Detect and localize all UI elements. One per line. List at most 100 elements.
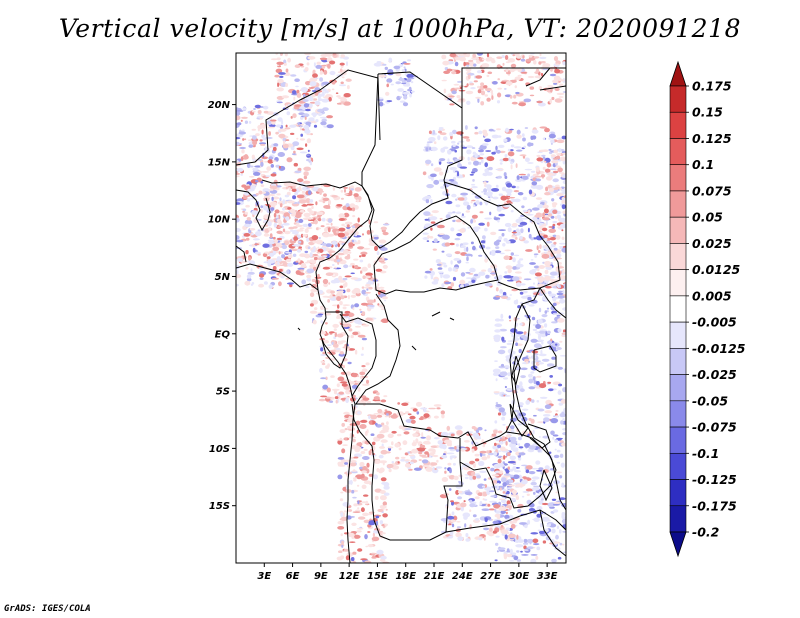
positive-velocity-patch xyxy=(491,59,496,64)
negative-velocity-patch xyxy=(547,340,552,345)
positive-velocity-patch xyxy=(486,97,491,102)
negative-velocity-patch xyxy=(298,218,304,223)
negative-velocity-patch xyxy=(528,304,535,307)
negative-velocity-patch xyxy=(559,542,563,546)
negative-velocity-patch xyxy=(545,536,551,541)
negative-velocity-patch xyxy=(440,147,446,153)
negative-velocity-patch xyxy=(548,293,557,297)
positive-velocity-patch xyxy=(328,282,331,285)
negative-velocity-patch xyxy=(478,161,482,165)
positive-velocity-patch xyxy=(382,461,385,466)
positive-velocity-patch xyxy=(325,376,328,381)
positive-velocity-patch xyxy=(289,208,296,214)
positive-velocity-patch xyxy=(477,157,484,160)
positive-velocity-patch xyxy=(325,272,334,277)
positive-velocity-patch xyxy=(549,237,556,241)
negative-velocity-patch xyxy=(537,318,543,324)
negative-velocity-patch xyxy=(282,207,286,211)
negative-velocity-patch xyxy=(443,264,448,268)
negative-velocity-patch xyxy=(405,82,411,87)
positive-velocity-patch xyxy=(456,131,464,135)
negative-velocity-patch xyxy=(488,166,493,171)
negative-velocity-patch xyxy=(303,90,307,93)
positive-velocity-patch xyxy=(544,265,553,268)
positive-velocity-patch xyxy=(314,307,318,311)
negative-velocity-patch xyxy=(537,448,541,453)
positive-velocity-patch xyxy=(549,98,552,104)
positive-velocity-patch xyxy=(340,533,343,537)
positive-velocity-patch xyxy=(477,85,480,89)
negative-velocity-patch xyxy=(559,355,566,357)
positive-velocity-patch xyxy=(347,294,350,300)
negative-velocity-patch xyxy=(260,161,264,167)
positive-velocity-patch xyxy=(441,79,447,82)
positive-velocity-patch xyxy=(285,68,289,73)
negative-velocity-patch xyxy=(315,64,323,69)
negative-velocity-patch xyxy=(481,143,489,146)
negative-velocity-patch xyxy=(373,62,382,67)
positive-velocity-patch xyxy=(274,209,280,214)
positive-velocity-patch xyxy=(487,71,493,75)
positive-velocity-patch xyxy=(501,79,510,82)
positive-velocity-patch xyxy=(353,478,357,482)
negative-velocity-patch xyxy=(550,418,559,424)
negative-velocity-patch xyxy=(490,467,495,472)
positive-velocity-patch xyxy=(477,492,484,497)
positive-velocity-patch xyxy=(322,197,330,202)
negative-velocity-patch xyxy=(395,81,402,85)
negative-velocity-patch xyxy=(465,125,468,130)
negative-velocity-patch xyxy=(474,195,482,199)
negative-velocity-patch xyxy=(466,149,472,155)
positive-velocity-patch xyxy=(544,269,549,275)
negative-velocity-patch xyxy=(510,144,515,148)
positive-velocity-patch xyxy=(491,433,497,437)
negative-velocity-patch xyxy=(236,122,242,126)
negative-velocity-patch xyxy=(515,178,523,182)
negative-velocity-patch xyxy=(300,133,304,137)
positive-velocity-patch xyxy=(357,217,360,223)
positive-velocity-patch xyxy=(342,249,349,255)
positive-velocity-patch xyxy=(329,332,333,335)
positive-velocity-patch xyxy=(255,133,260,137)
negative-velocity-patch xyxy=(494,510,501,514)
positive-velocity-patch xyxy=(460,502,467,508)
negative-velocity-patch xyxy=(530,532,539,535)
negative-velocity-patch xyxy=(472,204,476,208)
positive-velocity-patch xyxy=(361,346,364,351)
negative-velocity-patch xyxy=(293,243,302,247)
positive-velocity-patch xyxy=(293,236,299,241)
negative-velocity-patch xyxy=(523,549,529,551)
negative-velocity-patch xyxy=(531,135,537,140)
positive-velocity-patch xyxy=(355,231,359,235)
negative-velocity-patch xyxy=(469,267,476,273)
positive-velocity-patch xyxy=(341,540,344,545)
positive-velocity-patch xyxy=(353,193,359,198)
negative-velocity-patch xyxy=(323,255,328,258)
negative-velocity-patch xyxy=(368,306,375,309)
negative-velocity-patch xyxy=(388,57,393,63)
positive-velocity-patch xyxy=(454,445,457,450)
positive-velocity-patch xyxy=(500,524,504,528)
negative-velocity-patch xyxy=(266,120,273,125)
negative-velocity-patch xyxy=(452,462,456,466)
negative-velocity-patch xyxy=(291,153,297,156)
negative-velocity-patch xyxy=(545,240,553,244)
positive-velocity-patch xyxy=(329,294,333,298)
negative-velocity-patch xyxy=(465,538,471,542)
positive-velocity-patch xyxy=(449,53,457,58)
positive-velocity-patch xyxy=(527,75,535,79)
positive-velocity-patch xyxy=(346,224,350,228)
negative-velocity-patch xyxy=(525,469,530,474)
negative-velocity-patch xyxy=(491,188,500,192)
positive-velocity-patch xyxy=(320,305,324,310)
negative-velocity-patch xyxy=(313,62,316,67)
positive-velocity-patch xyxy=(362,400,366,406)
positive-velocity-patch xyxy=(236,274,242,279)
negative-velocity-patch xyxy=(247,271,255,275)
negative-velocity-patch xyxy=(509,548,513,554)
positive-velocity-patch xyxy=(357,400,363,404)
positive-velocity-patch xyxy=(317,273,320,278)
positive-velocity-patch xyxy=(525,488,533,492)
negative-velocity-patch xyxy=(350,272,355,275)
negative-velocity-patch xyxy=(512,409,520,413)
